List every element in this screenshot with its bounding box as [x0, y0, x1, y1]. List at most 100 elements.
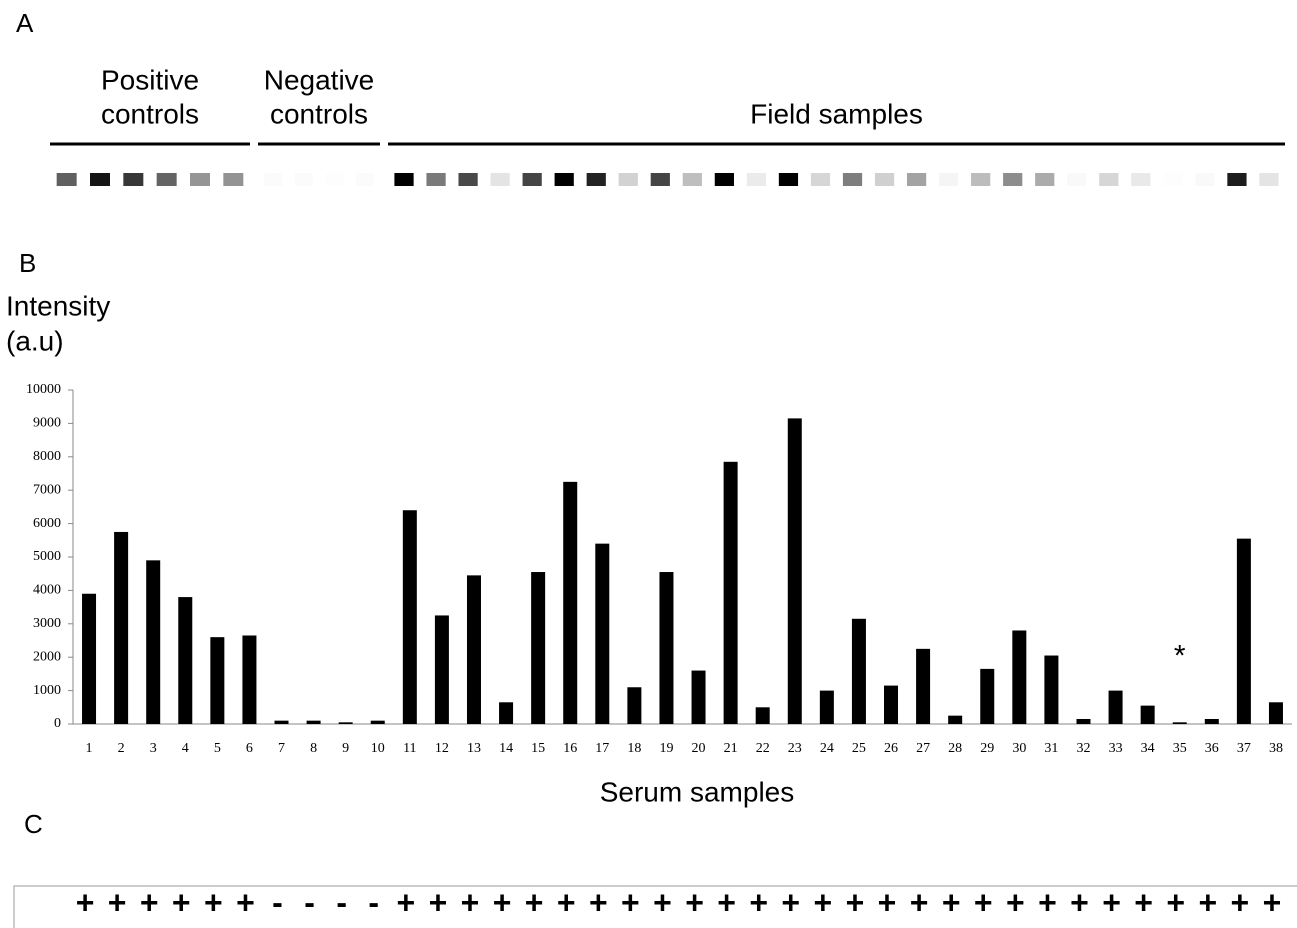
- result-sign: +: [846, 884, 865, 920]
- x-tick-label: 22: [756, 741, 770, 756]
- bar: [178, 597, 192, 724]
- result-sign: +: [749, 884, 768, 920]
- x-tick-label: 34: [1141, 741, 1155, 756]
- result-sign: +: [172, 884, 191, 920]
- blot-band: [875, 173, 894, 186]
- bar: [114, 532, 128, 724]
- result-sign: +: [76, 884, 95, 920]
- blot-band: [90, 173, 110, 186]
- blot-band: [157, 173, 177, 186]
- blot-band: [325, 173, 343, 186]
- x-tick-label: 33: [1109, 741, 1123, 756]
- x-tick-label: 14: [499, 741, 513, 756]
- bar: [242, 635, 256, 724]
- bar: [307, 721, 321, 724]
- y-tick-label: 8000: [33, 449, 61, 464]
- bar: [435, 615, 449, 724]
- y-tick-label: 6000: [33, 516, 61, 531]
- bar: [146, 560, 160, 724]
- x-tick-label: 30: [1012, 741, 1026, 756]
- x-tick-label: 35: [1173, 741, 1187, 756]
- result-sign: +: [1038, 884, 1057, 920]
- blot-band: [747, 173, 766, 186]
- x-tick-label: 16: [563, 741, 577, 756]
- bar: [499, 702, 513, 724]
- result-sign: +: [525, 884, 544, 920]
- y-tick-label: 3000: [33, 616, 61, 631]
- x-tick-label: 2: [118, 741, 125, 756]
- blot-band: [1035, 173, 1054, 186]
- y-tick-label: 4000: [33, 583, 61, 598]
- x-tick-label: 31: [1044, 741, 1058, 756]
- group-label: Field samples: [750, 98, 923, 129]
- blot-band: [1259, 173, 1278, 186]
- bar: [1109, 691, 1123, 724]
- blot-band: [223, 173, 243, 186]
- x-tick-label: 15: [531, 741, 545, 756]
- x-tick-label: 19: [659, 741, 673, 756]
- x-tick-label: 3: [150, 741, 157, 756]
- blot-band: [1163, 173, 1182, 186]
- bar: [980, 669, 994, 724]
- result-sign: +: [429, 884, 448, 920]
- blot-band: [356, 173, 374, 186]
- bar: [820, 691, 834, 724]
- result-sign: +: [1134, 884, 1153, 920]
- result-sign: +: [140, 884, 159, 920]
- bar: [1044, 656, 1058, 724]
- bar: [948, 716, 962, 724]
- result-sign: +: [1231, 884, 1250, 920]
- result-sign: +: [108, 884, 127, 920]
- result-sign: -: [336, 884, 347, 920]
- blot-band: [971, 173, 990, 186]
- result-sign: +: [910, 884, 929, 920]
- result-sign: +: [1102, 884, 1121, 920]
- x-tick-label: 6: [246, 741, 253, 756]
- x-tick-label: 37: [1237, 741, 1251, 756]
- bar: [659, 572, 673, 724]
- x-tick-label: 11: [403, 741, 416, 756]
- x-tick-label: 24: [820, 741, 834, 756]
- bar: [531, 572, 545, 724]
- x-tick-label: 13: [467, 741, 481, 756]
- result-sign: +: [685, 884, 704, 920]
- bar: [627, 687, 641, 724]
- blot-band: [555, 173, 574, 186]
- blot-band: [939, 173, 958, 186]
- blot-band: [1195, 173, 1214, 186]
- result-sign: +: [942, 884, 961, 920]
- x-tick-label: 23: [788, 741, 802, 756]
- result-sign: +: [1263, 884, 1282, 920]
- group-label: controls: [270, 98, 368, 129]
- x-tick-label: 4: [182, 741, 189, 756]
- x-tick-label: 25: [852, 741, 866, 756]
- result-sign: +: [461, 884, 480, 920]
- result-sign: -: [272, 884, 283, 920]
- blot-band: [779, 173, 798, 186]
- result-sign: -: [304, 884, 315, 920]
- blot-band: [57, 173, 77, 186]
- result-sign: +: [781, 884, 800, 920]
- bar: [403, 510, 417, 724]
- blot-band: [907, 173, 926, 186]
- bar: [756, 707, 770, 724]
- result-sign: +: [974, 884, 993, 920]
- result-sign: +: [814, 884, 833, 920]
- x-tick-label: 7: [278, 741, 285, 756]
- x-tick-label: 28: [948, 741, 962, 756]
- blot-band: [491, 173, 510, 186]
- blot-band: [458, 173, 477, 186]
- x-tick-label: 20: [692, 741, 706, 756]
- result-sign: -: [368, 884, 379, 920]
- blot-band: [1227, 173, 1246, 186]
- result-sign: +: [589, 884, 608, 920]
- panel-label: C: [24, 809, 43, 839]
- bar: [1076, 719, 1090, 724]
- x-tick-label: 38: [1269, 741, 1283, 756]
- bar: [595, 544, 609, 724]
- x-axis-label: Serum samples: [600, 776, 795, 807]
- blot-band: [843, 173, 862, 186]
- group-label: controls: [101, 98, 199, 129]
- bar: [563, 482, 577, 724]
- blot-band: [1131, 173, 1150, 186]
